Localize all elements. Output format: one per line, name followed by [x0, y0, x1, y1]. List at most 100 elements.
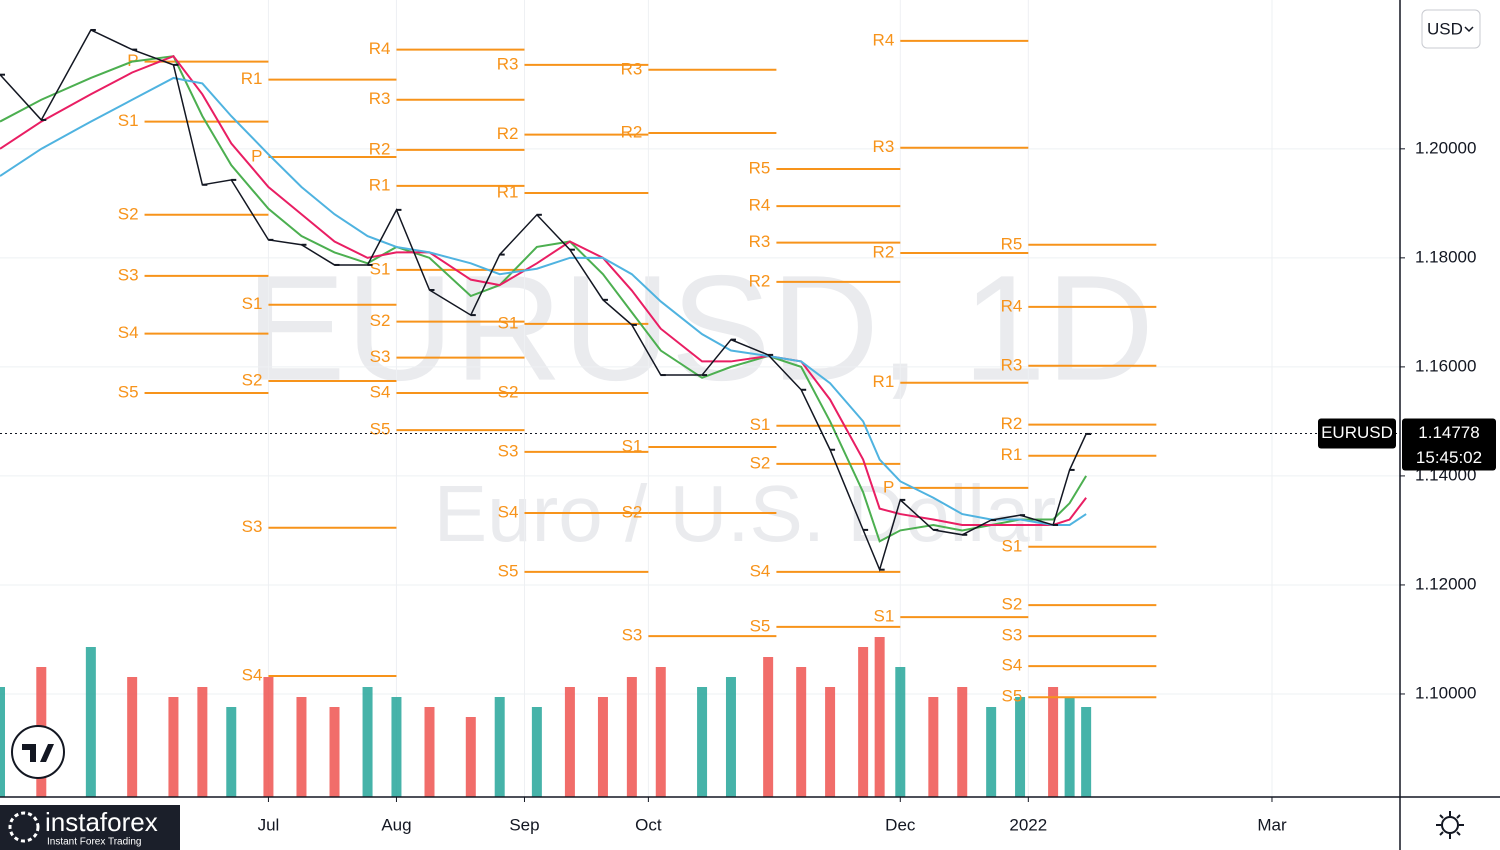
- pivot-label: S2: [750, 453, 771, 472]
- currency-label[interactable]: USD: [1427, 19, 1463, 38]
- pivot-levels: P S1 S2 S3 S4 S5 R1 P S1 S2 S3 S4 R4 R3 R2 R1 S1 S2 S3 S4 S5…: [118, 30, 1157, 706]
- volume-bar: [597, 697, 608, 797]
- pivot-label: R3: [621, 59, 643, 78]
- x-tick-label: Oct: [635, 815, 662, 834]
- pivot-label: R3: [369, 89, 391, 108]
- volume-bar: [796, 667, 807, 797]
- pivot-label: R2: [369, 139, 391, 158]
- volume-bar: [697, 687, 708, 797]
- pivot-label: S5: [370, 420, 391, 439]
- volume-bar: [986, 707, 997, 797]
- volume-bar: [626, 677, 637, 797]
- volume-bar: [168, 697, 179, 797]
- volume-bar: [127, 677, 138, 797]
- x-tick-label: 2022: [1009, 815, 1047, 834]
- volume-bar: [391, 697, 402, 797]
- dropdown-icon[interactable]: [1464, 26, 1474, 33]
- volume-bar: [1048, 687, 1059, 797]
- y-tick-label: 1.20000: [1415, 138, 1476, 157]
- pivot-label: S2: [118, 204, 139, 223]
- volume-bar: [763, 657, 774, 797]
- pivot-label: P: [251, 146, 262, 165]
- pivot-label: R3: [1001, 355, 1023, 374]
- tv-logo: [11, 725, 65, 779]
- volume-bar: [1015, 697, 1026, 797]
- brand-box: [0, 805, 180, 850]
- pivot-label: R2: [497, 124, 519, 143]
- y-tick-label: 1.16000: [1415, 356, 1476, 375]
- pivot-label: S3: [498, 441, 519, 460]
- x-tick-label: Dec: [885, 815, 916, 834]
- symbol-tag: [1318, 418, 1396, 449]
- volume-bar: [957, 687, 968, 797]
- pivot-label: S4: [242, 665, 263, 684]
- tv-logo-mark: [22, 744, 54, 762]
- symbol-label: EURUSD: [1321, 423, 1393, 442]
- y-tick-label: 1.10000: [1415, 683, 1476, 702]
- pivot-label: S4: [498, 502, 519, 521]
- pivot-label: S5: [1002, 687, 1023, 706]
- pivot-label: S1: [873, 607, 894, 626]
- pivot-label: S4: [118, 323, 139, 342]
- pivot-label: S3: [1002, 626, 1023, 645]
- pivot-label: R4: [369, 39, 391, 58]
- moving-average: [0, 76, 1087, 526]
- pivot-label: R5: [1001, 234, 1023, 253]
- price-lines: [0, 28, 1092, 572]
- grid: [0, 0, 1400, 797]
- pivot-label: R1: [369, 175, 391, 194]
- volume-bar: [825, 687, 836, 797]
- moving-average: [0, 55, 1087, 543]
- last-price: EURUSD 1.14778 15:45:02: [0, 418, 1496, 471]
- currency-button[interactable]: [1421, 9, 1481, 49]
- volume-bar: [655, 667, 666, 797]
- pivot-label: R2: [1001, 414, 1023, 433]
- pivot-label: S2: [242, 371, 263, 390]
- pivot-label: S1: [750, 415, 771, 434]
- volume-bar: [895, 667, 906, 797]
- volume-bar: [1064, 697, 1075, 797]
- pivot-label: S2: [622, 502, 643, 521]
- x-tick-label: Jul: [258, 815, 280, 834]
- settings-icon[interactable]: [1436, 811, 1464, 839]
- pivot-label: R3: [497, 54, 519, 73]
- volume-bar: [494, 697, 505, 797]
- volume-bar: [531, 707, 542, 797]
- pivot-label: S4: [370, 383, 391, 402]
- brand-name: instaforex: [45, 807, 158, 837]
- x-tick-label: Sep: [509, 815, 539, 834]
- countdown-label: 15:45:02: [1416, 448, 1482, 467]
- volume-bar: [858, 647, 869, 797]
- pivot-label: S5: [118, 383, 139, 402]
- pivot-label: S1: [622, 437, 643, 456]
- pivot-label: R2: [873, 242, 895, 261]
- volume-bar: [928, 697, 939, 797]
- volume-bar: [0, 687, 5, 797]
- volume-bar: [725, 677, 736, 797]
- pivot-label: R4: [749, 196, 771, 215]
- pivot-label: R3: [873, 137, 895, 156]
- gear-teeth[interactable]: [1436, 811, 1464, 839]
- x-tick-label: Mar: [1257, 815, 1287, 834]
- brand-icon: [8, 811, 40, 843]
- gear[interactable]: [1441, 816, 1459, 834]
- volume-bar: [362, 687, 373, 797]
- pivot-label: S5: [750, 616, 771, 635]
- volume-bar: [564, 687, 575, 797]
- pivot-label: S2: [498, 383, 519, 402]
- volume-bar: [197, 687, 208, 797]
- pivot-label: R1: [873, 372, 895, 391]
- x-tick-label: Aug: [381, 815, 411, 834]
- last-price-label: 1.14778: [1418, 423, 1479, 442]
- volume-bar: [329, 707, 340, 797]
- pivot-label: R1: [1001, 445, 1023, 464]
- brand-tagline: Instant Forex Trading: [47, 837, 142, 848]
- pivot-label: S1: [498, 313, 519, 332]
- pivot-label: S5: [498, 561, 519, 580]
- pivot-label: S1: [1002, 536, 1023, 555]
- pivot-label: R1: [497, 182, 519, 201]
- pivot-label: R2: [621, 122, 643, 141]
- volume-bar: [226, 707, 237, 797]
